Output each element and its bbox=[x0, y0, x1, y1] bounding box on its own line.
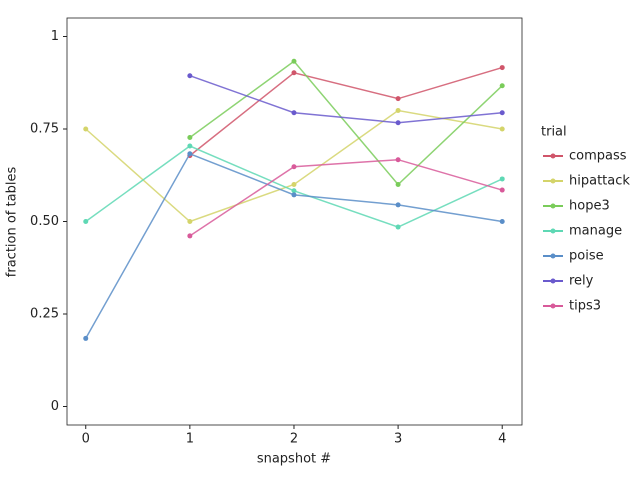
data-point bbox=[499, 187, 505, 193]
data-point bbox=[291, 182, 297, 187]
legend-marker bbox=[550, 278, 556, 284]
data-point bbox=[291, 110, 297, 116]
data-point bbox=[395, 224, 401, 230]
data-point bbox=[499, 110, 505, 116]
x-tick-label: 2 bbox=[290, 432, 298, 447]
data-point bbox=[291, 70, 297, 76]
data-point bbox=[291, 58, 297, 64]
x-tick-label: 4 bbox=[498, 432, 506, 447]
data-point bbox=[187, 73, 193, 79]
legend-marker bbox=[550, 253, 556, 259]
y-tick-label: 0 bbox=[51, 399, 59, 414]
legend-label: compass bbox=[569, 149, 627, 164]
y-tick-label: 1 bbox=[51, 29, 59, 44]
data-point bbox=[499, 65, 505, 71]
legend-label: rely bbox=[569, 274, 594, 289]
legend-label: poise bbox=[569, 249, 604, 264]
data-point bbox=[83, 335, 89, 341]
data-point bbox=[499, 126, 505, 132]
data-point bbox=[83, 219, 89, 224]
data-point bbox=[395, 157, 401, 163]
plot-frame bbox=[66, 17, 523, 426]
data-point bbox=[395, 182, 401, 187]
data-point bbox=[187, 151, 193, 157]
legend-label: hope3 bbox=[569, 199, 610, 214]
legend-title: trial bbox=[541, 125, 567, 140]
series-line bbox=[189, 60, 503, 186]
legend-label: manage bbox=[569, 224, 622, 239]
x-axis-label: snapshot # bbox=[257, 452, 331, 467]
data-point bbox=[83, 126, 89, 132]
series-line bbox=[85, 152, 503, 339]
y-tick-label: 0.75 bbox=[30, 122, 59, 137]
data-point bbox=[187, 233, 193, 239]
data-point bbox=[395, 108, 401, 113]
y-axis-label: fraction of tables bbox=[5, 167, 20, 278]
data-point bbox=[291, 192, 297, 198]
data-point bbox=[499, 176, 505, 182]
x-tick-label: 3 bbox=[394, 432, 402, 447]
legend-label: hipattack bbox=[569, 174, 630, 189]
x-tick-label: 1 bbox=[186, 432, 194, 447]
data-point bbox=[499, 219, 505, 224]
series-line bbox=[189, 75, 503, 124]
legend-label: tips3 bbox=[569, 299, 601, 314]
data-point bbox=[291, 164, 297, 170]
series-line bbox=[189, 158, 503, 237]
data-point bbox=[395, 202, 401, 208]
legend-marker bbox=[550, 153, 556, 159]
data-point bbox=[395, 96, 401, 102]
data-point bbox=[187, 143, 193, 149]
data-point bbox=[187, 135, 193, 141]
data-point bbox=[499, 83, 505, 89]
y-tick-label: 0.50 bbox=[30, 214, 59, 229]
data-point bbox=[291, 188, 297, 194]
legend-marker bbox=[550, 228, 556, 234]
x-tick-label: 0 bbox=[82, 432, 90, 447]
y-tick-label: 0.25 bbox=[30, 307, 59, 322]
legend-marker bbox=[550, 203, 556, 209]
data-point bbox=[395, 120, 401, 126]
data-point bbox=[187, 219, 193, 224]
legend-marker bbox=[550, 178, 556, 184]
series-line bbox=[189, 66, 503, 157]
legend-marker bbox=[550, 303, 556, 309]
